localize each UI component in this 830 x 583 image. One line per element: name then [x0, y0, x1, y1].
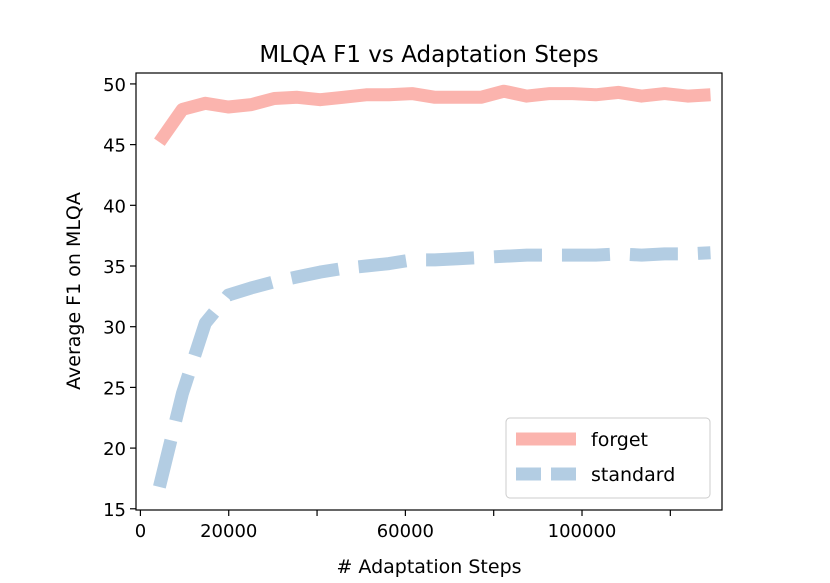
y-axis-label: Average F1 on MLQA — [63, 192, 85, 390]
series-line-standard — [153, 246, 711, 489]
legend-label-standard: standard — [591, 464, 675, 486]
x-tick-label: 20000 — [200, 521, 257, 542]
axes-frame — [135, 72, 723, 511]
y-tick-label: 25 — [103, 378, 126, 399]
y-tick-label: 50 — [103, 75, 126, 96]
y-tick-label: 30 — [103, 318, 126, 339]
chart-title: MLQA F1 vs Adaptation Steps — [259, 42, 598, 68]
y-tick-label: 15 — [103, 500, 126, 521]
y-tick-label: 40 — [103, 196, 126, 217]
x-tick-label: 60000 — [377, 521, 434, 542]
axes: 0 20000 60000 100000 15 20 25 30 35 40 45 50 — [103, 72, 723, 542]
x-axis-label: # Adaptation Steps — [336, 556, 521, 578]
legend-label-forget: forget — [591, 429, 648, 451]
x-tick-label: 100000 — [548, 521, 617, 542]
y-tick-label: 45 — [103, 136, 126, 157]
plot-area — [153, 84, 711, 489]
series-line-forget — [154, 84, 711, 146]
legend: forget standard — [505, 417, 711, 499]
y-tick-label: 20 — [103, 439, 126, 460]
y-tick-label: 35 — [103, 257, 126, 278]
x-tick-label: 0 — [135, 521, 146, 542]
